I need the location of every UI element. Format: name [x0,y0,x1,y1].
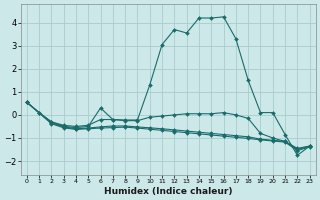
X-axis label: Humidex (Indice chaleur): Humidex (Indice chaleur) [104,187,232,196]
